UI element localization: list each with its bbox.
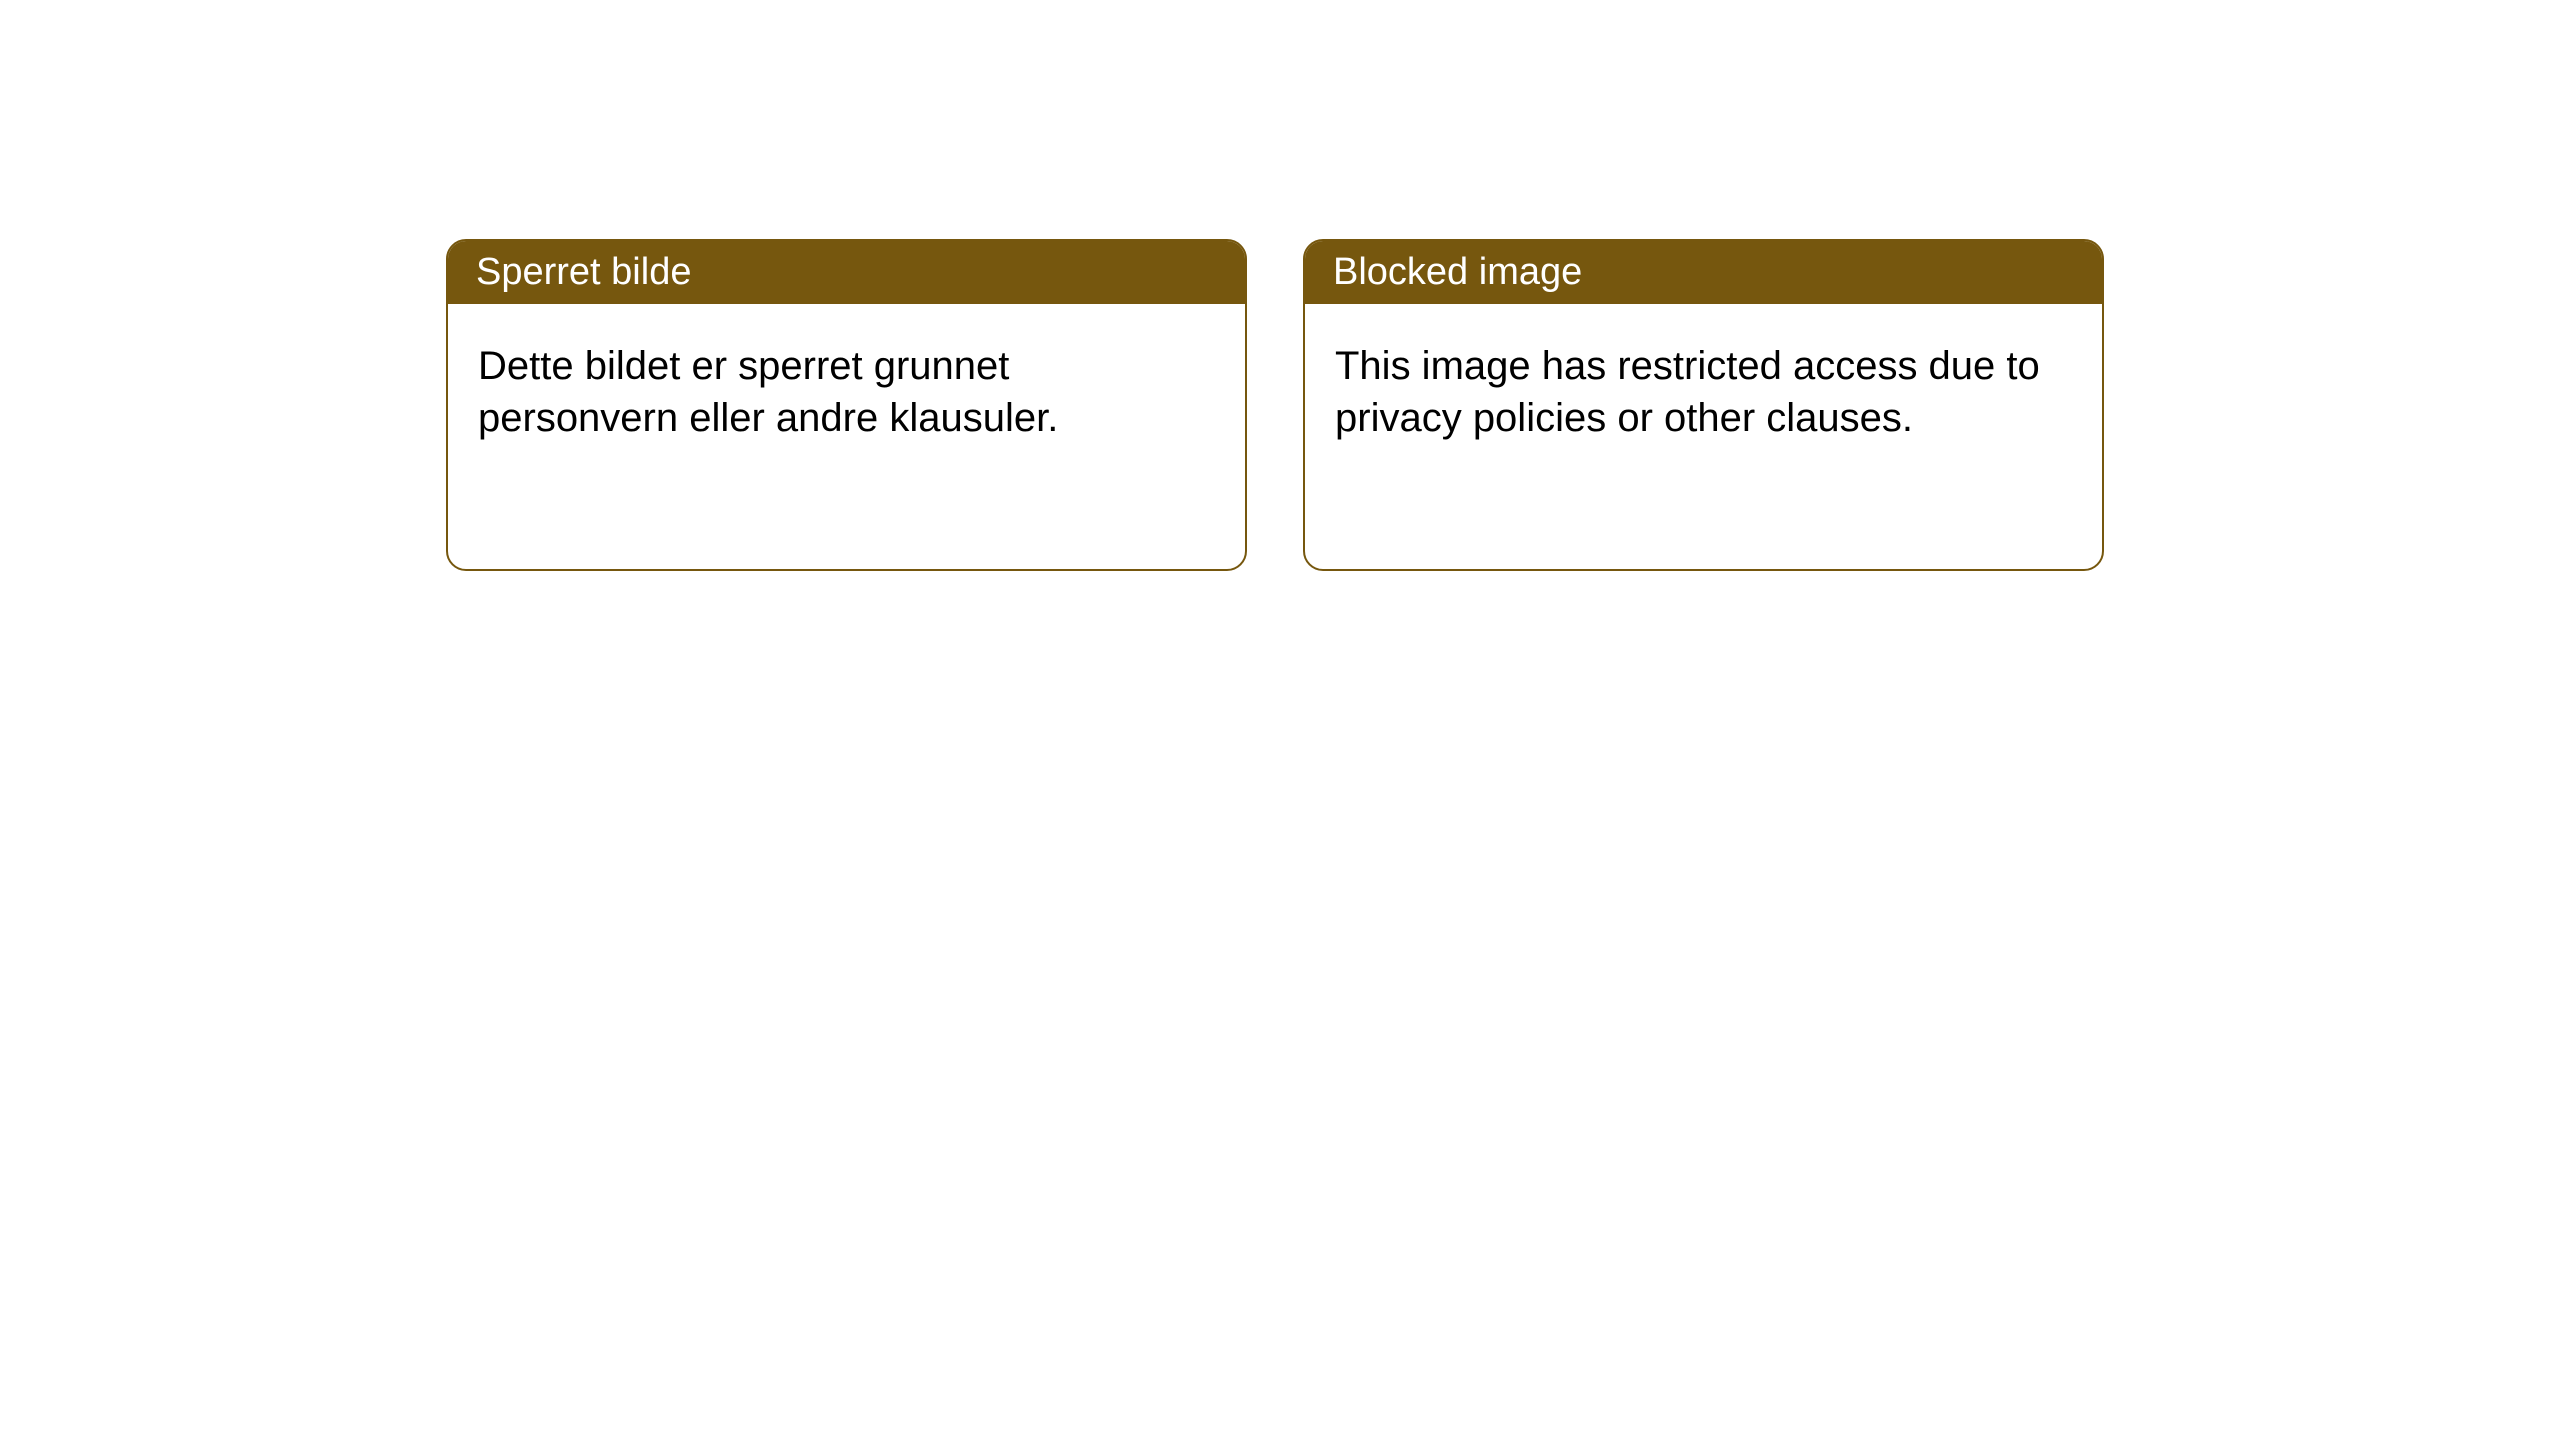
notice-card-norwegian: Sperret bilde Dette bildet er sperret gr… (446, 239, 1247, 571)
notice-body-norwegian: Dette bildet er sperret grunnet personve… (448, 304, 1245, 480)
notice-title-norwegian: Sperret bilde (448, 241, 1245, 304)
notice-card-english: Blocked image This image has restricted … (1303, 239, 2104, 571)
notice-body-english: This image has restricted access due to … (1305, 304, 2102, 480)
notice-container: Sperret bilde Dette bildet er sperret gr… (0, 0, 2560, 571)
notice-title-english: Blocked image (1305, 241, 2102, 304)
